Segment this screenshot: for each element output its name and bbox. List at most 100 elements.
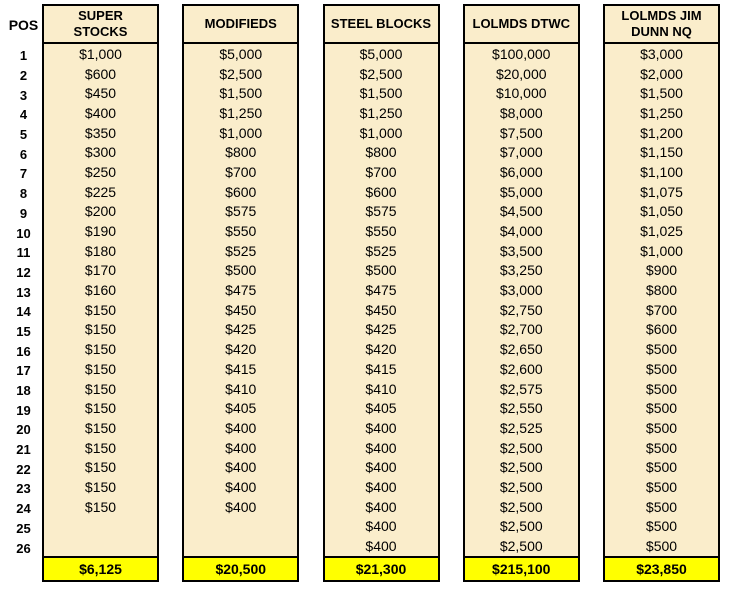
payout-cell: $400	[225, 439, 257, 456]
pos-number: 25	[16, 520, 31, 536]
payout-cell: $400	[365, 498, 397, 515]
pos-number: 11	[16, 245, 31, 261]
payout-cell: $420	[225, 341, 257, 358]
pos-number: 7	[19, 166, 28, 182]
column-body: $5,000 $2,500 $1,500 $1,250 $1,000 $800 $700 $6…	[324, 44, 438, 556]
payout-cell: $2,500	[499, 538, 543, 555]
payout-cell: $1,000	[219, 124, 263, 141]
payout-cell: $4,500	[499, 203, 543, 220]
pos-column: POS 1 2 3 4 5 6 7 8 9 10 11 12 13 14 15 16 17 18 19 20 21 22 2…	[5, 4, 42, 558]
column-body: $3,000 $2,000 $1,500 $1,250 $1,200 $1,150 $1,1…	[605, 44, 718, 556]
payout-cell: $450	[84, 85, 117, 102]
payout-cell: $4,000	[499, 223, 543, 240]
payout-cell: $500	[645, 459, 678, 476]
pos-number: 14	[16, 304, 31, 320]
pos-number: 4	[19, 107, 28, 123]
payout-cell: $180	[84, 242, 117, 259]
payout-cell: $400	[365, 478, 397, 495]
payout-cell: $500	[645, 498, 678, 515]
payout-cell: $2,575	[499, 380, 543, 397]
payout-cell: $500	[645, 419, 678, 436]
payout-cell: $2,500	[219, 65, 263, 82]
payout-cell: $2,500	[359, 65, 403, 82]
payout-cell: $500	[225, 262, 257, 279]
payout-cell: $425	[225, 321, 257, 338]
payout-cell: $500	[645, 518, 678, 535]
payout-cell: $550	[225, 223, 257, 240]
payout-cell: $450	[225, 301, 257, 318]
pos-number: 24	[16, 501, 31, 517]
payout-cell: $2,500	[499, 518, 543, 535]
pos-number: 18	[16, 383, 31, 399]
payout-cell: $500	[645, 380, 678, 397]
payout-cell: $150	[84, 419, 117, 436]
payout-cell	[184, 517, 297, 537]
payout-cell: $2,500	[499, 459, 543, 476]
payout-cell: $500	[645, 341, 678, 358]
payout-cell: $405	[365, 400, 397, 417]
pos-number: 12	[16, 264, 31, 280]
payout-cell: $415	[365, 360, 397, 377]
column-body: $5,000 $2,500 $1,500 $1,250 $1,000 $800 $700 $6…	[184, 44, 298, 556]
payout-cell: $5,000	[499, 183, 543, 200]
payout-cell: $250	[84, 163, 117, 180]
payout-cell: $5,000	[359, 45, 403, 62]
payout-column: STEEL BLOCKS $5,000 $2,500 $1,500 $1,250 $1,0…	[322, 4, 440, 582]
payout-cell: $420	[365, 341, 397, 358]
column-header: MODIFIEDS	[184, 6, 298, 44]
payout-cell: $2,000	[640, 65, 683, 82]
payout-cell: $425	[365, 321, 397, 338]
pos-number: 13	[16, 284, 31, 300]
payout-cell: $20,000	[495, 65, 547, 82]
payout-cell: $2,700	[499, 321, 543, 338]
payout-cell: $800	[645, 282, 678, 299]
payout-cell: $150	[84, 301, 117, 318]
payout-cell: $150	[84, 341, 117, 358]
pos-number: 1	[19, 48, 28, 64]
payout-column: LOLMDS DTWC $100,000 $20,000 $10,000 $8,000 $…	[462, 4, 580, 582]
payout-cell: $410	[225, 380, 257, 397]
payout-cell: $2,750	[499, 301, 543, 318]
payout-cell: $700	[645, 301, 678, 318]
payout-cell: $2,550	[499, 400, 543, 417]
pos-number: 3	[19, 87, 28, 103]
payout-cell: $3,500	[499, 242, 543, 259]
payout-cell: $200	[84, 203, 117, 220]
payout-cell: $1,500	[219, 85, 263, 102]
payout-cell: $900	[645, 262, 678, 279]
payout-cell: $150	[84, 498, 117, 515]
payout-cell: $150	[84, 439, 117, 456]
column-total: $20,500	[184, 555, 298, 580]
payout-cell: $3,000	[640, 45, 683, 62]
column-body: $100,000 $20,000 $10,000 $8,000 $7,500 $7,000…	[464, 44, 578, 556]
payout-cell: $600	[225, 183, 257, 200]
payout-cell: $1,250	[219, 104, 263, 121]
payout-cell: $2,500	[499, 439, 543, 456]
pos-number: 10	[16, 225, 31, 241]
payout-cell: $3,000	[499, 282, 543, 299]
column-header: STEEL BLOCKS	[324, 6, 438, 44]
payout-cell: $1,200	[640, 124, 683, 141]
payout-cell: $405	[225, 400, 257, 417]
payout-cell: $600	[645, 321, 678, 338]
pos-number: 23	[16, 481, 31, 497]
payout-cell: $475	[225, 282, 257, 299]
column-total: $6,125	[44, 555, 157, 580]
payout-cell: $400	[225, 478, 257, 495]
payout-cell: $100,000	[492, 45, 551, 62]
payout-cell: $2,650	[499, 341, 543, 358]
pos-number: 19	[16, 402, 31, 418]
pos-number: 6	[19, 146, 28, 162]
payout-cell: $410	[365, 380, 397, 397]
payout-cell: $10,000	[495, 85, 547, 102]
pos-number: 21	[16, 442, 31, 458]
payout-cell: $150	[84, 321, 117, 338]
payout-cell: $400	[365, 439, 397, 456]
payout-cell: $400	[84, 104, 117, 121]
payout-cell: $400	[225, 419, 257, 436]
payout-cell: $1,100	[640, 163, 683, 180]
column-header: LOLMDS DTWC	[464, 6, 578, 44]
payout-cell: $575	[365, 203, 397, 220]
column-total: $21,300	[324, 555, 438, 580]
